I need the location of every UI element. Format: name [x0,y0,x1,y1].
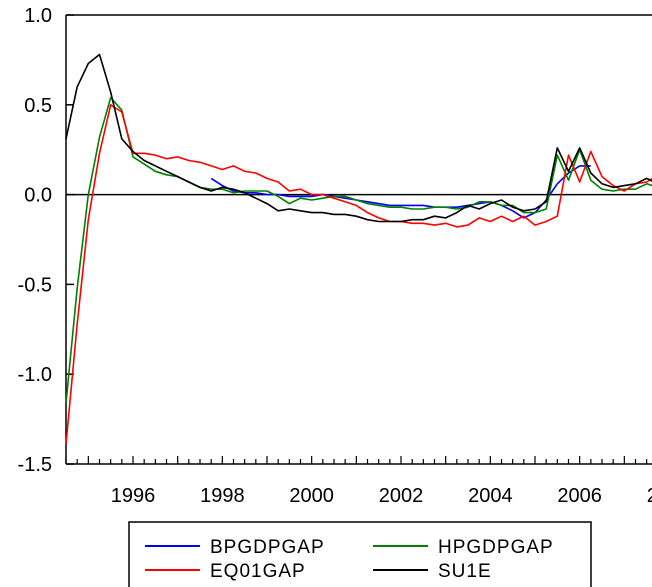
legend: BPGDPGAP HPGDPGAP EQ01GAP SU1E [128,521,592,587]
series-line-su1e [65,53,652,223]
legend-box [128,521,592,587]
legend-label-bpgdpgap: BPGDPGAP [210,537,325,558]
legend-label-eq01gap: EQ01GAP [210,561,306,582]
x-tick-label: 1998 [200,485,245,507]
plot-area: 1.0 0.5 0.0 -0.5 -1.0 -1.5 1996 1998 2000 2002 20… [18,5,652,507]
x-tick-label: 2004 [468,485,513,507]
x-axis-ticks: 1996 1998 2000 2002 2004 2006 2008 [65,456,652,507]
y-tick-label: 0.5 [24,95,52,117]
x-tick-label: 2002 [379,485,424,507]
series-lines [65,53,652,445]
y-tick-label: -0.5 [18,274,52,296]
y-axis-ticks: 1.0 0.5 0.0 -0.5 -1.0 -1.5 [18,5,74,476]
series-line-eq01gap [65,104,652,445]
x-tick-label: 2000 [289,485,334,507]
y-tick-label: -1.0 [18,364,52,386]
x-tick-label: 2008 [647,485,652,507]
legend-label-su1e: SU1E [438,561,492,582]
series-line-hpgdpgap [65,96,652,403]
x-tick-label: 2006 [557,485,602,507]
y-tick-label: -1.5 [18,454,52,476]
y-tick-label: 1.0 [24,5,52,27]
y-tick-label: 0.0 [24,185,52,207]
x-tick-label: 1996 [111,485,156,507]
legend-label-hpgdpgap: HPGDPGAP [438,537,554,558]
